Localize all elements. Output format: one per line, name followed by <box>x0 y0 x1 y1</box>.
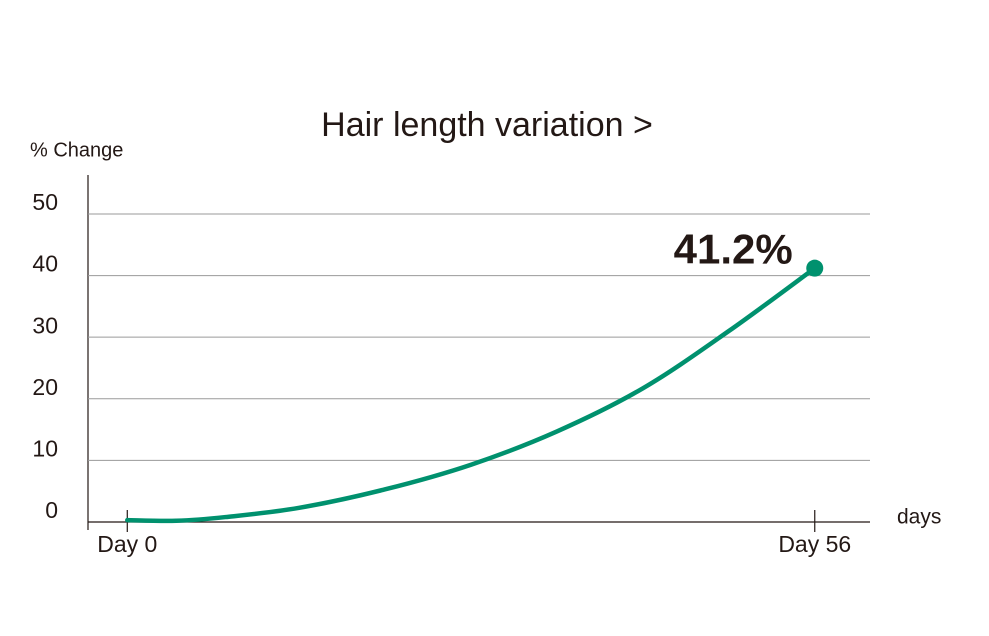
x-axis-label: days <box>897 506 941 529</box>
y-tick-label: 20 <box>32 374 58 400</box>
y-tick-label: 50 <box>32 189 58 215</box>
end-point <box>806 259 824 277</box>
x-tick-label: Day 56 <box>778 531 851 557</box>
chart-title: Hair length variation > <box>321 106 653 144</box>
y-axis-label: % Change <box>30 139 123 161</box>
y-tick-label: 10 <box>32 435 58 461</box>
value-label: 41.2% <box>674 225 793 272</box>
data-line <box>125 265 818 524</box>
y-tick-label: 40 <box>32 251 58 277</box>
y-tick-label: 0 <box>45 497 58 523</box>
x-tick-label: Day 0 <box>97 531 157 557</box>
y-tick-label: 30 <box>32 312 58 338</box>
